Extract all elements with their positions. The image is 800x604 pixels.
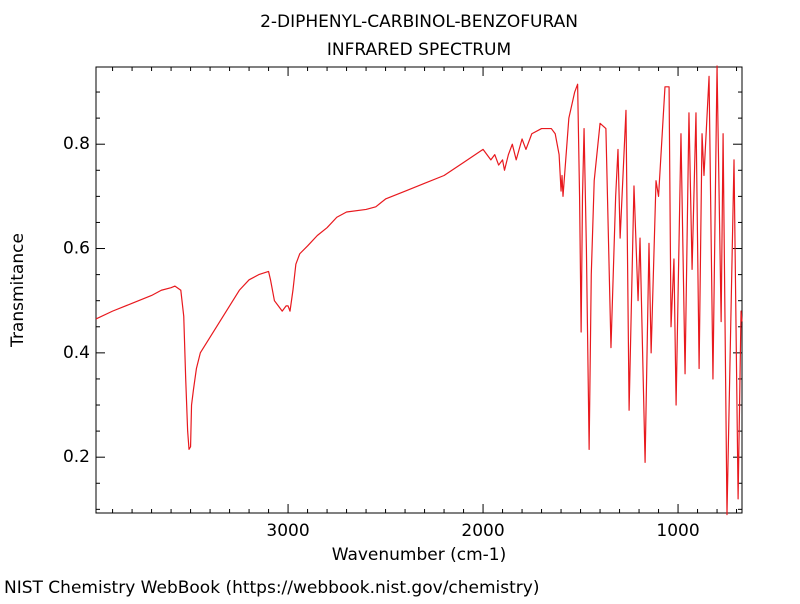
y-tick-label: 0.6 [63,239,90,259]
plot-frame [95,66,743,514]
x-tick-label: 2000 [461,521,504,541]
x-tick-label: 1000 [656,521,699,541]
spectrum-line [95,65,743,516]
chart-subtitle: INFRARED SPECTRUM [327,40,511,60]
y-tick-label: 0.2 [63,447,90,467]
y-tick-label: 0.8 [63,134,90,154]
x-tick-label: 3000 [266,521,309,541]
footer: NIST Chemistry WebBook (https://webbook.… [4,578,539,598]
chart-title: 2-DIPHENYL-CARBINOL-BENZOFURAN [260,12,578,32]
y-axis-label: Transmitance [8,233,28,348]
y-tick-label: 0.4 [63,343,90,363]
x-axis-label: Wavenumber (cm-1) [332,545,507,565]
